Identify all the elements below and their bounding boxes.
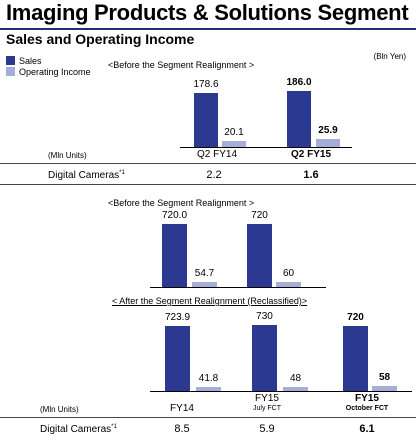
bar-fy-before-operating-income-1 [192,282,217,287]
legend: Sales Operating Income [6,55,91,77]
table1-value-q2-fy14: 2.2 [206,169,222,181]
table1-row-label-text: Digital Cameras [48,170,120,181]
category-sublabel-october-fct: October FCT [345,405,389,412]
category-label-fy15-july: FY15 [255,393,279,404]
category-label-fy14: FY14 [170,403,194,414]
bar-fy-after-sales-1 [165,325,190,391]
page-title: Imaging Products & Solutions Segment [6,0,409,25]
data-label-fy-after-operating-income-3: 58 [378,371,391,383]
category-label-fy15-october: FY15 [355,393,379,404]
unit-label: (Bln Yen) [373,52,406,61]
bar-fy-after-operating-income-3 [372,385,397,391]
data-label-fy-after-sales-2: 730 [256,311,273,323]
legend-item-sales: Sales [6,55,91,66]
chart-subtitle: Sales and Operating Income [6,31,195,47]
category-label-q2-fy14: Q2 FY14 [196,149,238,160]
section-heading-after: < After the Segment Realignment (Reclass… [112,296,308,306]
chart-q2-baseline [180,147,352,148]
chart-full-year-after-baseline [150,391,412,392]
data-label-fy-after-sales-3: 720 [347,311,364,323]
data-label-fy-after-sales-1: 723.9 [164,311,191,323]
bar-fy-after-operating-income-1 [196,387,221,391]
bar-fy-before-operating-income-2 [276,281,301,287]
bar-q2-operating-income-2 [316,139,340,147]
category-sublabel-july-fct: July FCT [253,405,281,412]
units-label-2: (Mln Units) [40,405,79,414]
table2-value-fy15-october: 6.1 [359,423,375,435]
table2-top-rule [0,417,416,418]
legend-label-operating-income: Operating Income [19,66,91,77]
table2-footnote: *1 [111,424,117,430]
data-label-q2-sales-2: 186.0 [286,77,312,89]
data-label-q2-operating-income-1: 20.1 [224,126,244,138]
table1-footnote: *1 [119,170,125,176]
data-label-q2-operating-income-2: 25.9 [318,125,338,137]
table2-value-fy15-july: 5.9 [259,423,275,435]
bar-fy-before-sales-1 [162,224,187,287]
table1-bottom-rule [0,184,416,185]
data-label-q2-sales-1: 178.6 [193,79,219,91]
bar-fy-after-sales-3 [343,325,368,391]
units-label-1: (Mln Units) [48,151,87,160]
table1-row-label: Digital Cameras*1 [48,170,125,181]
section-heading-before-2: <Before the Segment Realignment > [108,198,255,208]
table1-value-q2-fy15: 1.6 [303,169,319,181]
bar-q2-operating-income-1 [222,140,246,147]
table2-row-label-text: Digital Cameras [40,424,112,435]
bar-q2-sales-1 [194,93,218,147]
data-label-fy-before-sales-1: 720.0 [161,210,188,221]
data-label-fy-before-operating-income-2: 60 [282,267,295,279]
bar-fy-after-operating-income-2 [283,386,308,391]
legend-swatch-sales [6,56,15,65]
category-label-q2-fy15: Q2 FY15 [290,149,332,160]
table1-top-rule [0,163,416,164]
table2-row-label: Digital Cameras*1 [40,424,117,435]
bar-fy-before-sales-2 [247,224,272,287]
title-bar: Imaging Products & Solutions Segment [0,0,416,30]
legend-swatch-operating-income [6,67,15,76]
data-label-fy-before-operating-income-1: 54.7 [194,268,215,280]
data-label-fy-before-sales-2: 720 [251,210,268,221]
data-label-fy-after-operating-income-1: 41.8 [198,373,219,385]
data-label-fy-after-operating-income-2: 48 [289,372,302,384]
section-heading-before-1: <Before the Segment Realignment > [108,60,255,70]
table2-value-fy14: 8.5 [174,423,190,435]
bar-fy-after-sales-2 [252,325,277,391]
bar-q2-sales-2 [287,91,311,147]
legend-label-sales: Sales [19,55,42,66]
chart-full-year-before-baseline [150,287,326,288]
legend-item-operating-income: Operating Income [6,66,91,77]
